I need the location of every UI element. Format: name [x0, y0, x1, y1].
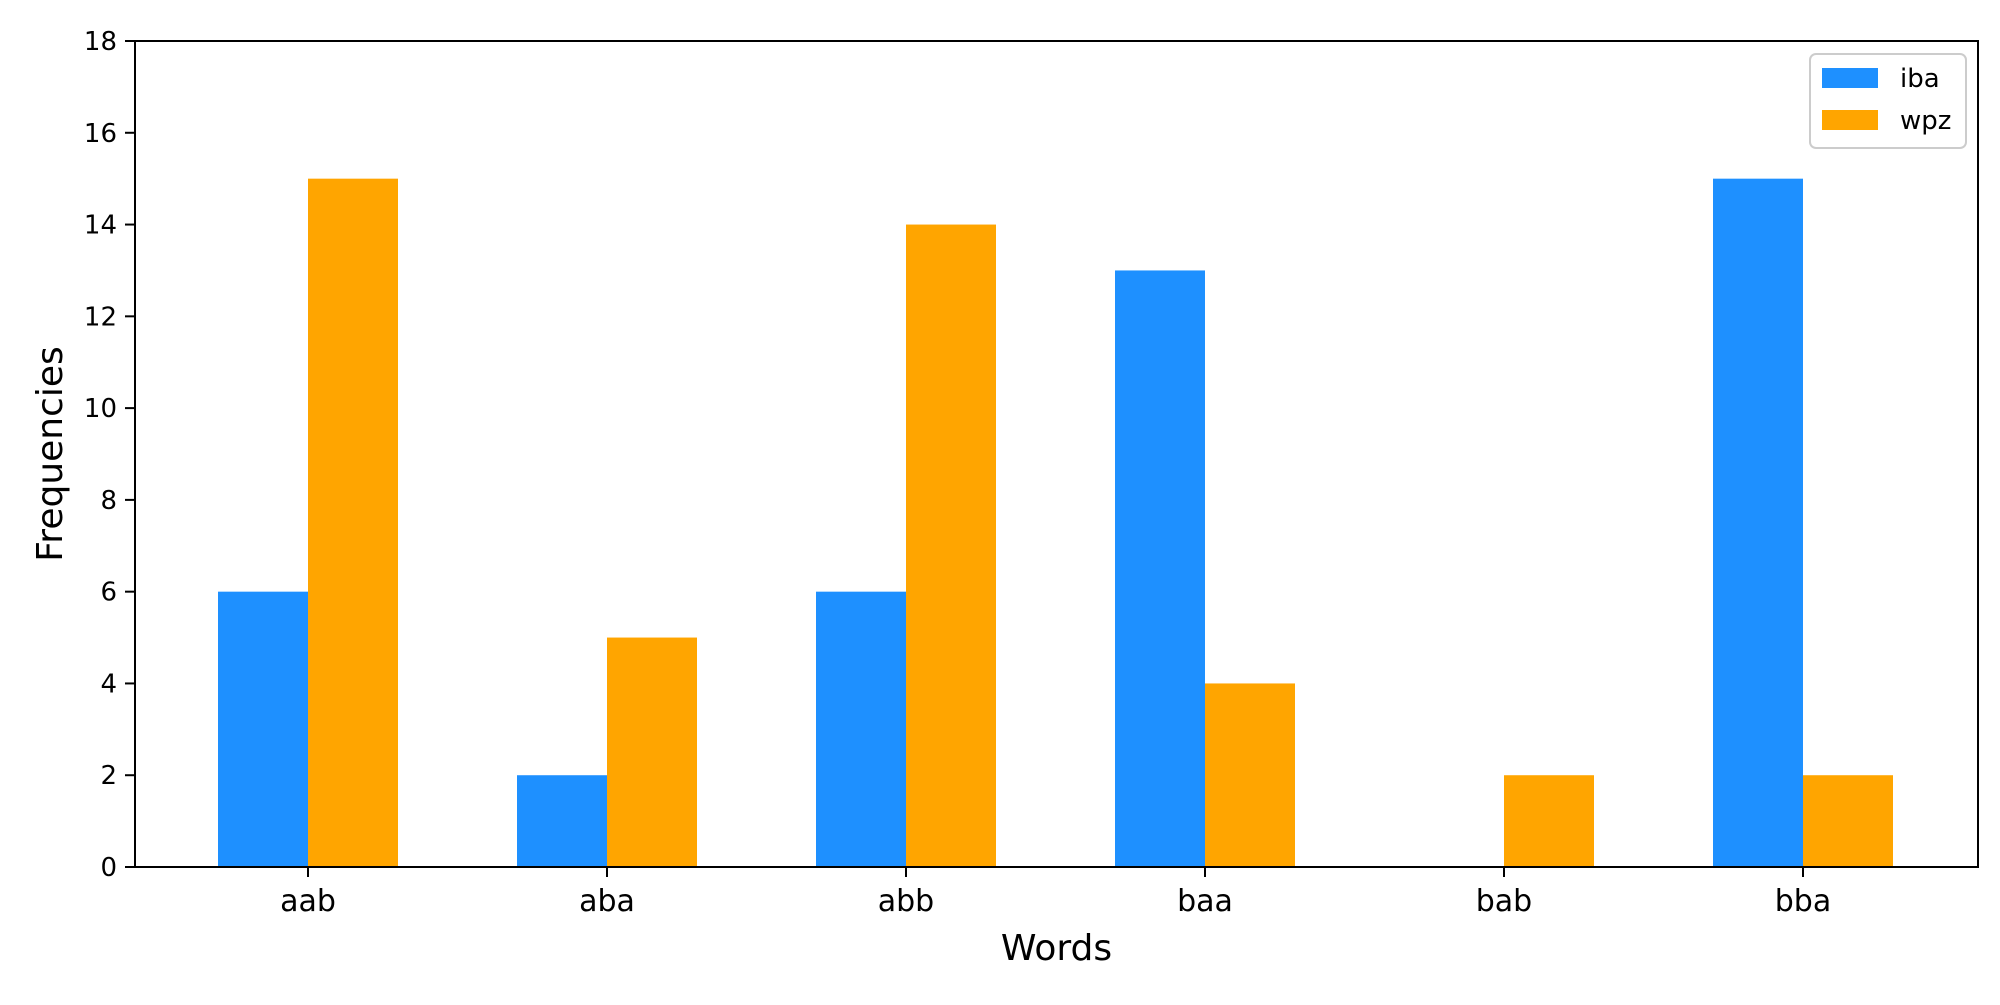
x-tick-label: abb — [878, 884, 934, 919]
bar-wpz-bab — [1504, 775, 1594, 867]
x-axis-ticks: aab aba abb baa bab bba — [280, 867, 1831, 919]
y-tick-label: 16 — [84, 119, 117, 149]
x-tick-label: aab — [280, 884, 336, 919]
y-tick-label: 0 — [100, 853, 117, 883]
bar-iba-aba — [517, 775, 607, 867]
plot-frame — [134, 40, 1979, 868]
y-tick-label: 6 — [100, 578, 117, 608]
y-tick-label: 12 — [84, 302, 117, 332]
x-axis-label: Words — [1001, 928, 1112, 969]
x-tick-label: bba — [1775, 884, 1831, 919]
y-tick-label: 2 — [100, 761, 117, 791]
x-tick-label: baa — [1177, 884, 1233, 919]
bar-iba-baa — [1115, 270, 1205, 867]
y-axis-ticks: 0 2 4 6 8 10 12 14 16 18 — [84, 27, 135, 883]
bars-layer — [218, 178, 1893, 868]
y-tick-label: 14 — [84, 211, 117, 241]
legend-label-wpz: wpz — [1900, 106, 1951, 136]
x-tick-label: bab — [1476, 884, 1532, 919]
bar-wpz-baa — [1205, 683, 1295, 867]
bar-wpz-aba — [607, 637, 697, 867]
bar-wpz-bba — [1803, 775, 1893, 867]
x-tick-label: aba — [579, 884, 635, 919]
y-tick-label: 18 — [84, 27, 117, 57]
bar-iba-abb — [816, 591, 906, 867]
legend-swatch-wpz — [1822, 110, 1878, 130]
bar-wpz-abb — [906, 224, 996, 868]
bar-iba-aab — [218, 591, 308, 867]
y-tick-label: 10 — [84, 394, 117, 424]
legend-label-iba: iba — [1900, 64, 1940, 94]
legend: iba wpz — [1809, 53, 1967, 149]
bar-iba-bba — [1713, 178, 1803, 867]
legend-swatch-iba — [1822, 68, 1878, 88]
y-tick-label: 8 — [100, 486, 117, 516]
y-tick-label: 4 — [100, 669, 117, 699]
y-axis-label: Frequencies — [30, 346, 71, 562]
bar-wpz-aab — [308, 178, 398, 867]
